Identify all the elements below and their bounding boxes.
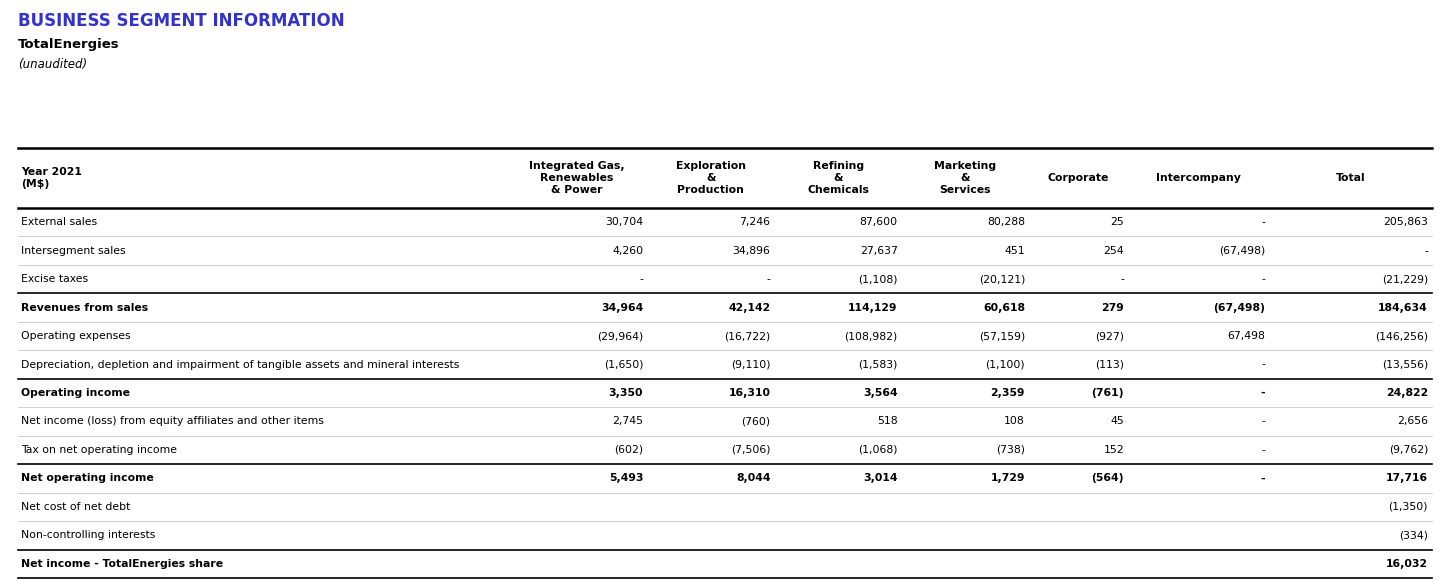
Text: (67,498): (67,498) bbox=[1219, 246, 1265, 255]
Text: 2,745: 2,745 bbox=[612, 417, 643, 427]
Text: (20,121): (20,121) bbox=[979, 274, 1025, 284]
Text: (9,110): (9,110) bbox=[732, 360, 771, 370]
Text: (738): (738) bbox=[996, 445, 1025, 455]
Text: (1,108): (1,108) bbox=[859, 274, 898, 284]
Text: Net operating income: Net operating income bbox=[22, 473, 153, 483]
Text: TotalEnergies: TotalEnergies bbox=[17, 38, 120, 51]
Text: 60,618: 60,618 bbox=[983, 302, 1025, 312]
Text: 451: 451 bbox=[1005, 246, 1025, 255]
Text: 3,014: 3,014 bbox=[863, 473, 898, 483]
Text: -: - bbox=[1261, 217, 1265, 227]
Text: Intersegment sales: Intersegment sales bbox=[22, 246, 126, 255]
Text: (113): (113) bbox=[1095, 360, 1124, 370]
Text: Excise taxes: Excise taxes bbox=[22, 274, 88, 284]
Text: (760): (760) bbox=[742, 417, 771, 427]
Text: 80,288: 80,288 bbox=[988, 217, 1025, 227]
Text: 184,634: 184,634 bbox=[1378, 302, 1429, 312]
Text: Non-controlling interests: Non-controlling interests bbox=[22, 530, 155, 540]
Text: Refining
&
Chemicals: Refining & Chemicals bbox=[807, 161, 869, 195]
Text: 254: 254 bbox=[1103, 246, 1124, 255]
Text: (1,100): (1,100) bbox=[985, 360, 1025, 370]
Text: 45: 45 bbox=[1111, 417, 1124, 427]
Text: Depreciation, depletion and impairment of tangible assets and mineral interests: Depreciation, depletion and impairment o… bbox=[22, 360, 460, 370]
Text: Intercompany: Intercompany bbox=[1157, 173, 1241, 183]
Text: -: - bbox=[1261, 473, 1265, 483]
Text: (21,229): (21,229) bbox=[1382, 274, 1429, 284]
Text: 87,600: 87,600 bbox=[859, 217, 898, 227]
Text: -: - bbox=[1261, 388, 1265, 398]
Text: (602): (602) bbox=[615, 445, 643, 455]
Text: 24,822: 24,822 bbox=[1385, 388, 1429, 398]
Text: (1,650): (1,650) bbox=[604, 360, 643, 370]
Text: Operating expenses: Operating expenses bbox=[22, 331, 130, 341]
Text: (16,722): (16,722) bbox=[724, 331, 771, 341]
Text: -: - bbox=[1121, 274, 1124, 284]
Text: 5,493: 5,493 bbox=[609, 473, 643, 483]
Text: 518: 518 bbox=[878, 417, 898, 427]
Text: 205,863: 205,863 bbox=[1384, 217, 1429, 227]
Text: 3,350: 3,350 bbox=[609, 388, 643, 398]
Text: 279: 279 bbox=[1102, 302, 1124, 312]
Text: Tax on net operating income: Tax on net operating income bbox=[22, 445, 176, 455]
Text: -: - bbox=[1261, 360, 1265, 370]
Text: 34,964: 34,964 bbox=[602, 302, 643, 312]
Text: (29,964): (29,964) bbox=[597, 331, 643, 341]
Text: Total: Total bbox=[1336, 173, 1365, 183]
Text: Corporate: Corporate bbox=[1048, 173, 1109, 183]
Text: (108,982): (108,982) bbox=[844, 331, 898, 341]
Text: -: - bbox=[1424, 246, 1429, 255]
Text: 16,310: 16,310 bbox=[729, 388, 771, 398]
Text: (334): (334) bbox=[1398, 530, 1429, 540]
Text: 152: 152 bbox=[1103, 445, 1124, 455]
Text: 2,656: 2,656 bbox=[1397, 417, 1429, 427]
Text: (7,506): (7,506) bbox=[732, 445, 771, 455]
Text: 67,498: 67,498 bbox=[1228, 331, 1265, 341]
Text: 2,359: 2,359 bbox=[991, 388, 1025, 398]
Text: Operating income: Operating income bbox=[22, 388, 130, 398]
Text: 17,716: 17,716 bbox=[1385, 473, 1429, 483]
Text: (1,068): (1,068) bbox=[859, 445, 898, 455]
Text: Net income (loss) from equity affiliates and other items: Net income (loss) from equity affiliates… bbox=[22, 417, 324, 427]
Text: -: - bbox=[1261, 417, 1265, 427]
Text: 30,704: 30,704 bbox=[604, 217, 643, 227]
Text: -: - bbox=[1261, 445, 1265, 455]
Text: (1,583): (1,583) bbox=[859, 360, 898, 370]
Text: 34,896: 34,896 bbox=[733, 246, 771, 255]
Text: (13,556): (13,556) bbox=[1382, 360, 1429, 370]
Text: 27,637: 27,637 bbox=[860, 246, 898, 255]
Text: Marketing
&
Services: Marketing & Services bbox=[934, 161, 996, 195]
Text: (9,762): (9,762) bbox=[1388, 445, 1429, 455]
Text: 16,032: 16,032 bbox=[1385, 559, 1429, 569]
Text: Net income - TotalEnergies share: Net income - TotalEnergies share bbox=[22, 559, 223, 569]
Text: Exploration
&
Production: Exploration & Production bbox=[675, 161, 746, 195]
Text: External sales: External sales bbox=[22, 217, 97, 227]
Text: (67,498): (67,498) bbox=[1213, 302, 1265, 312]
Text: 3,564: 3,564 bbox=[863, 388, 898, 398]
Text: 42,142: 42,142 bbox=[729, 302, 771, 312]
Text: -: - bbox=[766, 274, 771, 284]
Text: 7,246: 7,246 bbox=[739, 217, 771, 227]
Text: -: - bbox=[639, 274, 643, 284]
Text: (1,350): (1,350) bbox=[1388, 502, 1429, 512]
Text: 1,729: 1,729 bbox=[991, 473, 1025, 483]
Text: (unaudited): (unaudited) bbox=[17, 58, 87, 71]
Text: Year 2021
(M$): Year 2021 (M$) bbox=[22, 167, 82, 189]
Text: BUSINESS SEGMENT INFORMATION: BUSINESS SEGMENT INFORMATION bbox=[17, 12, 344, 30]
Text: -: - bbox=[1261, 274, 1265, 284]
Text: 108: 108 bbox=[1005, 417, 1025, 427]
Text: Revenues from sales: Revenues from sales bbox=[22, 302, 147, 312]
Text: 114,129: 114,129 bbox=[849, 302, 898, 312]
Text: (761): (761) bbox=[1092, 388, 1124, 398]
Text: (927): (927) bbox=[1095, 331, 1124, 341]
Text: Integrated Gas,
Renewables
& Power: Integrated Gas, Renewables & Power bbox=[529, 161, 625, 195]
Text: Net cost of net debt: Net cost of net debt bbox=[22, 502, 130, 512]
Text: 8,044: 8,044 bbox=[736, 473, 771, 483]
Text: (146,256): (146,256) bbox=[1375, 331, 1429, 341]
Text: 25: 25 bbox=[1111, 217, 1124, 227]
Text: 4,260: 4,260 bbox=[612, 246, 643, 255]
Text: (57,159): (57,159) bbox=[979, 331, 1025, 341]
Text: (564): (564) bbox=[1092, 473, 1124, 483]
